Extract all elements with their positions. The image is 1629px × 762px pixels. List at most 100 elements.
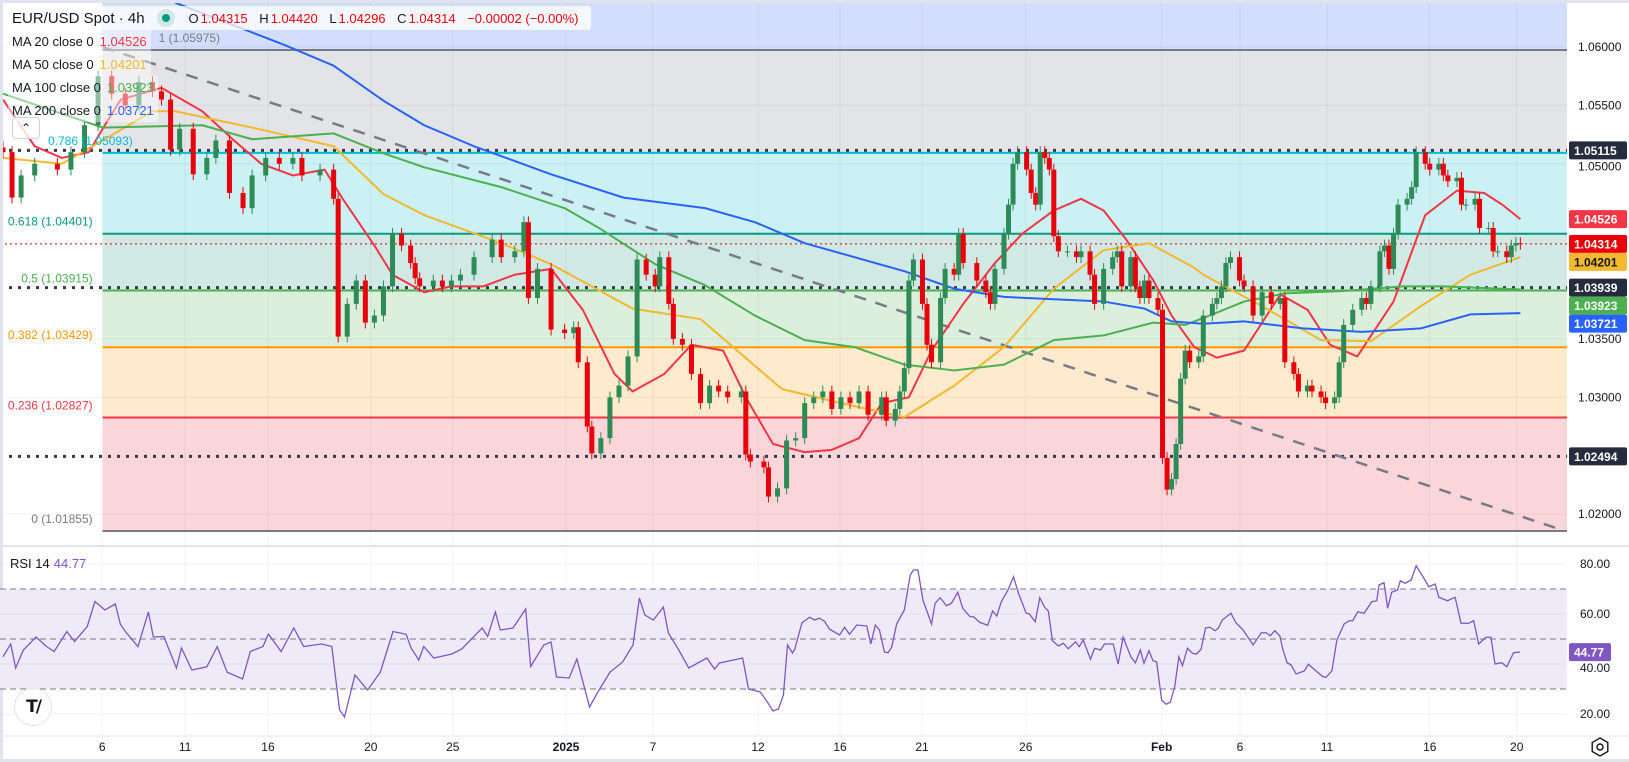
tradingview-logo-icon[interactable]: T/ (14, 688, 52, 726)
candle-body (344, 303, 350, 337)
trendline[interactable] (102, 45, 1564, 532)
candle (1250, 280, 1256, 322)
candle-body (471, 257, 477, 275)
candle (1146, 274, 1152, 304)
ma-value: 1.03923 (106, 80, 154, 95)
candle (1033, 187, 1039, 211)
candle (666, 251, 672, 310)
chevron-up-icon[interactable]: ⌃ (12, 117, 40, 139)
candle-body (1318, 391, 1324, 398)
time-axis-label: 26 (1019, 740, 1033, 754)
time-axis-label: 16 (261, 740, 275, 754)
time-axis-label: Feb (1151, 740, 1172, 754)
candle-body (910, 259, 916, 281)
price-badge[interactable]: 1.04201 (1569, 252, 1627, 271)
time-axis-label: 20 (364, 740, 378, 754)
price-axis-label: 1.05000 (1578, 159, 1622, 173)
candle-body (122, 93, 128, 106)
candle-body (1051, 169, 1057, 237)
price-badge[interactable]: 1.03939 (1569, 278, 1627, 297)
market-open-dot-icon[interactable] (156, 9, 175, 27)
rsi-axis-label: 20.00 (1580, 707, 1610, 721)
fib-level-label: 0.236 (1.02827) (8, 398, 93, 412)
candle-body (865, 391, 871, 415)
candle (1318, 385, 1324, 404)
price-badge[interactable]: 1.04526 (1569, 210, 1627, 229)
price-badge-bg (1569, 141, 1627, 160)
candle (521, 216, 527, 258)
candle-body (589, 426, 595, 454)
candle-body (1304, 385, 1310, 392)
rsi-axis-label: 60.00 (1580, 607, 1610, 621)
price-badge-bg (1569, 252, 1627, 271)
candle (820, 385, 826, 404)
candle (1508, 239, 1514, 264)
candle (1377, 245, 1383, 293)
candle-body (625, 356, 631, 386)
candle-body (109, 76, 115, 94)
rsi-badge-label: 44.77 (1574, 646, 1604, 660)
candle (643, 253, 649, 281)
candle-body (1309, 385, 1315, 392)
ma-legend-row[interactable]: MA 20 close 0 1.04526 (8, 30, 151, 53)
fib-level-label: 0.618 (1.04401) (8, 215, 93, 229)
gear-icon[interactable] (1589, 736, 1611, 758)
candle-body (1332, 397, 1338, 404)
candle (1336, 356, 1342, 404)
candle-body (784, 440, 790, 489)
candle-body (190, 128, 196, 175)
candle (177, 122, 183, 156)
candle (960, 227, 966, 269)
price-badge[interactable]: 1.03721 (1569, 314, 1627, 333)
candle (1160, 303, 1166, 464)
candle (1291, 356, 1297, 380)
ma-legend-row[interactable]: MA 50 close 0 1.04201 (8, 53, 151, 76)
candle (634, 253, 640, 363)
candle-body (1517, 243, 1523, 245)
candle-body (847, 397, 853, 404)
candle (743, 385, 749, 461)
candle (168, 93, 174, 156)
candle (1006, 198, 1012, 240)
ma-legend-row[interactable]: MA 200 close 0 1.03721 (8, 99, 158, 122)
candle-body (1277, 298, 1283, 304)
price-axis[interactable] (1567, 0, 1629, 762)
candle-body (643, 259, 649, 275)
candle (213, 134, 219, 164)
candle (331, 163, 337, 205)
rsi-label[interactable]: RSI 14 (10, 556, 50, 571)
candle (879, 391, 885, 421)
ma-legend-row[interactable]: MA 100 close 0 1.03923 (8, 76, 158, 99)
candle-body (1454, 177, 1460, 182)
time-axis-label: 21 (915, 740, 929, 754)
candle-body (598, 438, 604, 454)
fib-level-label: 0 (1.01855) (31, 512, 92, 526)
candle (240, 187, 246, 214)
candle-body (657, 257, 663, 287)
candle (1363, 292, 1369, 310)
candle (775, 482, 781, 503)
price-pane[interactable] (0, 3, 1567, 532)
candle-body (95, 76, 101, 126)
candle-body (1209, 303, 1215, 316)
candle-body (18, 175, 24, 198)
price-badge[interactable]: 1.04314 (1569, 234, 1627, 253)
price-badge[interactable]: 1.05115 (1569, 141, 1627, 160)
rsi-value: 44.77 (53, 556, 87, 571)
candle (276, 152, 282, 170)
candle-body (439, 280, 445, 287)
candle (974, 257, 980, 287)
price-badge[interactable]: 1.02494 (1569, 447, 1627, 466)
candle (1164, 452, 1170, 496)
candle-body (136, 82, 142, 106)
candle (1517, 237, 1523, 250)
candle-body (856, 391, 862, 404)
candle-body (1073, 251, 1079, 258)
price-badge[interactable]: 1.03923 (1569, 296, 1627, 315)
candle (1241, 274, 1247, 293)
time-axis-label: 20 (1510, 740, 1524, 754)
candle (598, 432, 604, 460)
symbol-title[interactable]: EUR/USD Spot · 4h (12, 9, 145, 27)
candle (353, 274, 359, 310)
